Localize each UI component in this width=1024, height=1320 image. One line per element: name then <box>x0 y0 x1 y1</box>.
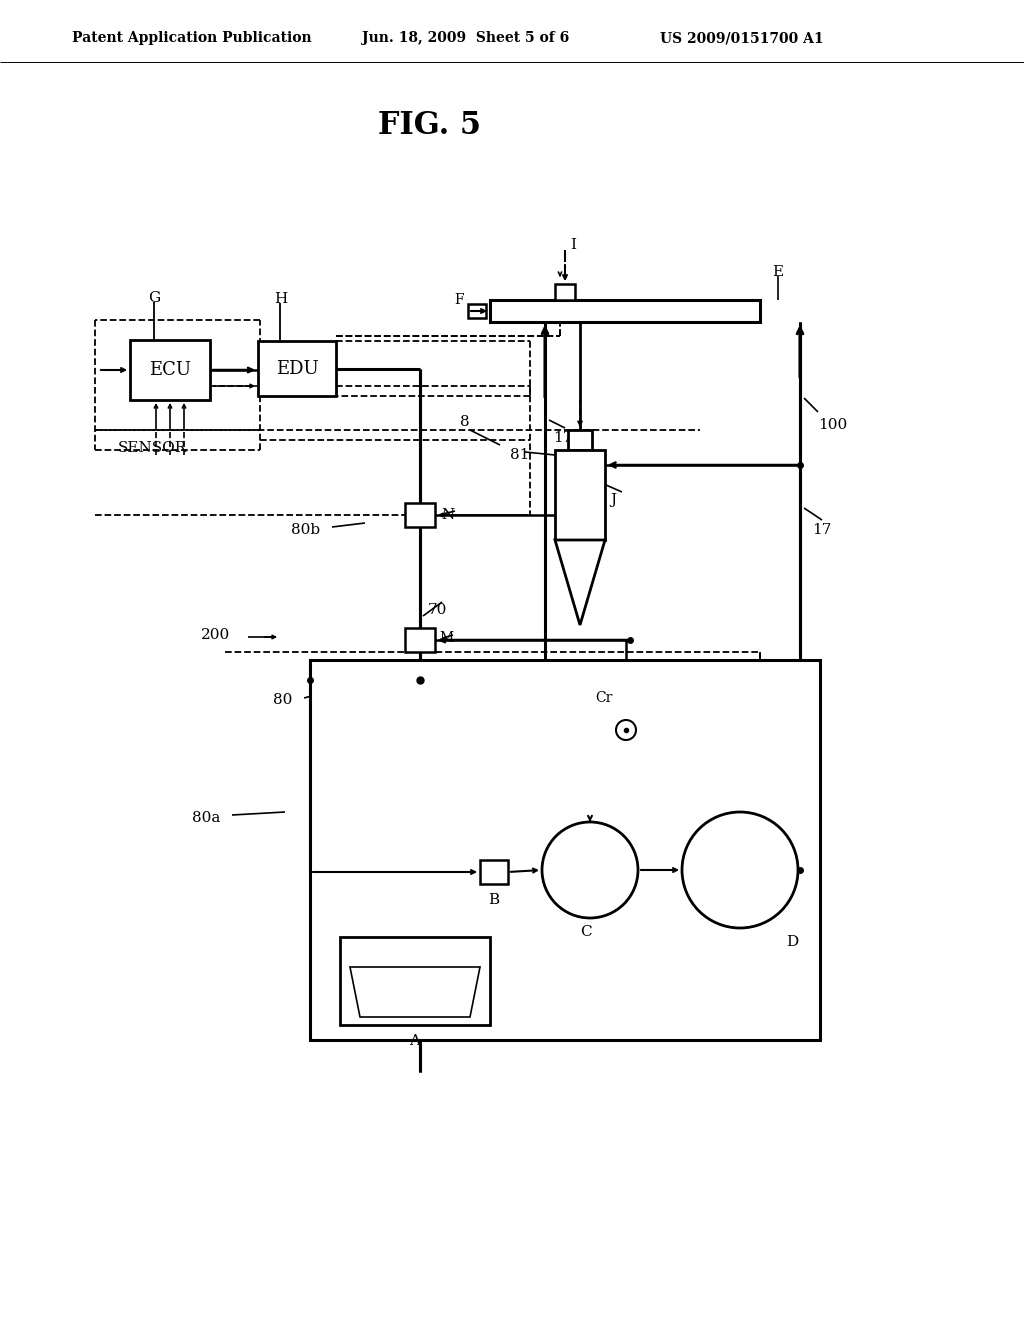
Text: 70: 70 <box>428 603 447 616</box>
Text: Cr: Cr <box>595 690 612 705</box>
Text: 200: 200 <box>201 628 230 642</box>
Text: Patent Application Publication: Patent Application Publication <box>72 30 311 45</box>
Text: C: C <box>581 925 592 939</box>
Text: M: M <box>439 631 454 645</box>
Text: A: A <box>410 1034 421 1048</box>
Text: ECU: ECU <box>148 360 191 379</box>
Text: Jun. 18, 2009  Sheet 5 of 6: Jun. 18, 2009 Sheet 5 of 6 <box>362 30 569 45</box>
Text: 100: 100 <box>818 418 847 432</box>
Bar <box>468 304 486 318</box>
Text: F: F <box>455 293 464 308</box>
Text: J: J <box>610 492 616 507</box>
Bar <box>340 937 490 1026</box>
Bar <box>406 628 435 652</box>
Text: 81: 81 <box>510 447 529 462</box>
Text: 80: 80 <box>272 693 292 708</box>
Text: 17: 17 <box>553 432 572 445</box>
Text: 80b: 80b <box>291 523 319 537</box>
Bar <box>130 341 210 400</box>
Text: D: D <box>786 935 799 949</box>
Text: G: G <box>148 290 160 305</box>
Text: B: B <box>488 894 500 907</box>
Text: SENSOR: SENSOR <box>118 441 187 455</box>
Text: I: I <box>570 238 575 252</box>
Text: US 2009/0151700 A1: US 2009/0151700 A1 <box>660 30 823 45</box>
Text: 8: 8 <box>460 414 470 429</box>
Bar <box>310 660 820 1040</box>
Text: FIG. 5: FIG. 5 <box>379 110 481 140</box>
Polygon shape <box>350 968 480 1016</box>
Text: H: H <box>274 292 288 306</box>
Bar <box>480 861 508 884</box>
Bar <box>555 450 605 540</box>
Bar <box>258 341 336 396</box>
Bar <box>490 300 760 322</box>
Bar <box>406 503 435 527</box>
Text: N: N <box>441 508 455 521</box>
Polygon shape <box>555 540 605 624</box>
Text: 80a: 80a <box>191 810 220 825</box>
Text: E: E <box>772 265 783 279</box>
Text: EDU: EDU <box>275 359 318 378</box>
Text: 17: 17 <box>812 523 831 537</box>
Bar <box>555 284 575 300</box>
Bar <box>568 430 592 450</box>
